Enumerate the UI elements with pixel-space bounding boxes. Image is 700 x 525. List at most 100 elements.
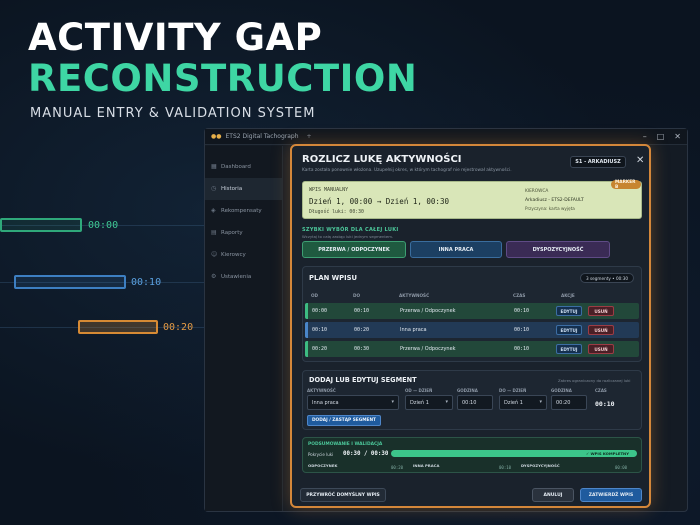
from-time-input[interactable]: 00:10: [457, 395, 493, 410]
edit-button[interactable]: EDYTUJ: [556, 325, 582, 335]
quick-rest-button[interactable]: PRZERWA / ODPOCZYNEK: [302, 241, 406, 258]
from-day-value: Dzień 1: [410, 399, 429, 406]
column-header: CZAS: [513, 293, 526, 298]
to-time-input[interactable]: 00:20: [551, 395, 587, 410]
activity-select[interactable]: Inna praca ▾: [307, 395, 399, 410]
close-icon[interactable]: ✕: [636, 155, 645, 166]
cancel-button[interactable]: ANULUJ: [532, 488, 574, 502]
delete-button[interactable]: USUŃ: [588, 325, 614, 335]
activity-label: AKTYWNOŚĆ: [307, 388, 336, 393]
category-label: DYSPOZYCYJNOŚĆ: [521, 463, 560, 468]
plan-title: PLAN WPISU: [309, 274, 358, 282]
app-titlebar: ●● ETS2 Digital Tachograph + – □ ✕: [205, 129, 687, 145]
row-activity: Inna praca: [400, 327, 427, 333]
confirm-entry-button[interactable]: ZATWIERDŹ WPIS: [580, 488, 642, 502]
category-value: 00:20: [391, 465, 404, 470]
add-segment-hint: Zakres ograniczony do rozliczanej luki: [558, 378, 631, 383]
duration-value: 00:10: [595, 400, 615, 408]
category-value: 00:00: [615, 465, 628, 470]
close-window-icon[interactable]: ✕: [674, 132, 681, 141]
drivers-icon: ☺: [211, 251, 218, 258]
category-label: ODPOCZYNEK: [308, 463, 338, 468]
sidebar-item-dashboard[interactable]: ▦ Dashboard: [205, 156, 282, 178]
reports-icon: ▤: [211, 229, 217, 236]
timeline-line: [0, 225, 210, 226]
minimize-icon[interactable]: –: [642, 132, 647, 141]
to-day-label: DO — DZIEŃ: [499, 388, 527, 393]
row-activity: Przerwa / Odpoczynek: [400, 308, 456, 314]
from-day-select[interactable]: Dzień 1 ▾: [405, 395, 453, 410]
history-icon: ◷: [211, 185, 217, 192]
timeline-line: [0, 327, 210, 328]
delete-button[interactable]: USUŃ: [588, 344, 614, 354]
sidebar-item-compensation[interactable]: ◈ Rekompensaty: [205, 200, 282, 222]
category-value: 00:10: [499, 465, 512, 470]
coverage-progress-fill: [391, 450, 637, 457]
edit-button[interactable]: EDYTUJ: [556, 306, 582, 316]
app-sidebar: ▦ Dashboard ◷ Historia ◈ Rekompensaty ▤ …: [205, 146, 283, 511]
column-header: AKTYWNOŚĆ: [399, 293, 430, 298]
hero-title-accent: RECONSTRUCTION: [28, 57, 418, 100]
edit-button[interactable]: EDYTUJ: [556, 344, 582, 354]
quick-select-description: Wczytaj to całą zastąp luki jednym segme…: [302, 234, 394, 239]
entry-reason: Przyczyna: karta wyjęta: [525, 206, 575, 211]
table-row[interactable]: 00:20 00:30 Przerwa / Odpoczynek 00:10 E…: [305, 341, 639, 357]
to-time-label: GODZINA: [551, 388, 572, 393]
row-to: 00:20: [354, 327, 370, 333]
row-to: 00:30: [354, 346, 370, 352]
sidebar-item-label: Rekompensaty: [221, 208, 262, 214]
summary-section: PODSUMOWANIE I WALIDACJA Pokrycie luki 0…: [302, 437, 642, 473]
timeline-label: 00:20: [163, 322, 194, 333]
compensation-icon: ◈: [211, 207, 216, 214]
timeline-segment-gap: [78, 320, 158, 334]
to-day-value: Dzień 1: [504, 399, 523, 406]
add-replace-segment-button[interactable]: DODAJ / ZASTĄP SEGMENT: [307, 415, 381, 426]
delete-button[interactable]: USUŃ: [588, 306, 614, 316]
add-segment-title: DODAJ LUB EDYTUJ SEGMENT: [309, 376, 417, 384]
column-header: DO: [353, 293, 361, 298]
sidebar-item-label: Dashboard: [221, 164, 251, 170]
quick-other-work-button[interactable]: INNA PRACA: [410, 241, 502, 258]
timeline-label: 00:10: [131, 277, 162, 288]
modal-title: ROZLICZ LUKĘ AKTYWNOŚCI: [302, 154, 462, 165]
coverage-label: Pokrycie luki: [308, 452, 334, 457]
timeline-line: [0, 282, 210, 283]
sidebar-item-settings[interactable]: ⚙ Ustawienia: [205, 266, 282, 288]
from-time-value: 00:10: [462, 399, 477, 406]
sidebar-item-history[interactable]: ◷ Historia: [205, 178, 282, 200]
hero-subtitle: MANUAL ENTRY & VALIDATION SYSTEM: [30, 106, 316, 121]
new-tab-icon[interactable]: +: [306, 133, 312, 140]
row-to: 00:10: [354, 308, 370, 314]
quick-availability-button[interactable]: DYSPOZYCYJNOŚĆ: [506, 241, 610, 258]
from-day-label: OD — DZIEŃ: [405, 388, 433, 393]
column-header: OD: [311, 293, 319, 298]
sidebar-item-drivers[interactable]: ☺ Kierowcy: [205, 244, 282, 266]
row-time: 00:10: [514, 327, 530, 333]
maximize-icon[interactable]: □: [656, 132, 665, 141]
chevron-down-icon: ▾: [391, 399, 394, 405]
plan-section: PLAN WPISU 3 segmenty • 00:30 OD DO AKTY…: [302, 266, 642, 362]
timeline-segment-work: [14, 275, 126, 289]
dashboard-icon: ▦: [211, 163, 217, 170]
activity-select-value: Inna praca: [312, 399, 339, 406]
status-badge: ✓ WPIS KOMPLETNY: [585, 451, 629, 456]
sidebar-item-reports[interactable]: ▤ Raporty: [205, 222, 282, 244]
driver-name: Arkadiusz - ETS2-DEFAULT: [525, 198, 584, 203]
chevron-down-icon: ▾: [539, 399, 542, 405]
reset-default-button[interactable]: PRZYWRÓĆ DOMYŚLNY WPIS: [300, 488, 386, 502]
table-row[interactable]: 00:00 00:10 Przerwa / Odpoczynek 00:10 E…: [305, 303, 639, 319]
manual-entry-card: WPIS MANUALNY Dzień 1, 00:00 → Dzień 1, …: [302, 180, 642, 219]
duration-label: CZAS: [595, 388, 607, 393]
app-logo-icon: ●●: [211, 133, 222, 140]
row-from: 00:00: [312, 308, 328, 314]
row-time: 00:10: [514, 308, 530, 314]
coverage-progress-bar: ✓ WPIS KOMPLETNY: [391, 450, 637, 457]
gap-reconstruction-modal: ROZLICZ LUKĘ AKTYWNOŚCI Karta została po…: [290, 144, 651, 508]
column-header: AKCJE: [561, 293, 575, 298]
to-day-select[interactable]: Dzień 1 ▾: [499, 395, 547, 410]
quick-select-title: SZYBKI WYBÓR DLA CAŁEJ LUKI: [302, 227, 399, 233]
table-row[interactable]: 00:10 00:20 Inna praca 00:10 EDYTUJ USUŃ: [305, 322, 639, 338]
marker-tag: MARKER B: [611, 180, 641, 190]
app-title: ETS2 Digital Tachograph: [225, 133, 299, 140]
category-label: INNA PRACA: [413, 463, 440, 468]
